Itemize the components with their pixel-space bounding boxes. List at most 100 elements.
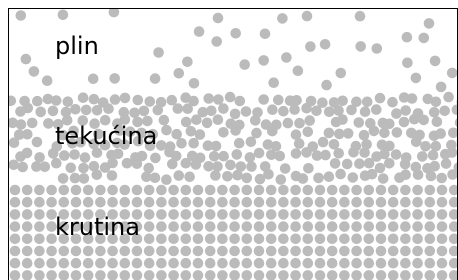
solid-particle	[34, 185, 45, 196]
liquid-particle	[384, 119, 395, 130]
solid-particle	[437, 209, 448, 220]
liquid-particle	[211, 141, 222, 152]
solid-particle	[364, 246, 375, 257]
gas-particle	[153, 47, 164, 58]
solid-particle	[217, 185, 228, 196]
liquid-particle	[304, 115, 315, 126]
solid-particle	[339, 246, 350, 257]
solid-particle	[327, 197, 338, 208]
liquid-particle	[48, 106, 59, 117]
solid-particle	[266, 258, 277, 269]
liquid-particle	[122, 158, 133, 169]
solid-particle	[22, 221, 33, 232]
solid-particle	[400, 258, 411, 269]
solid-particle	[303, 221, 314, 232]
gas-particle	[213, 13, 224, 24]
liquid-particle	[230, 125, 241, 136]
solid-particle	[59, 246, 70, 257]
gas-particle	[402, 58, 413, 69]
solid-particle	[144, 185, 155, 196]
liquid-particle	[294, 138, 305, 149]
liquid-particle	[432, 116, 443, 127]
solid-particle	[193, 246, 204, 257]
liquid-particle	[58, 173, 69, 184]
liquid-particle	[182, 103, 193, 114]
solid-particle	[315, 258, 326, 269]
solid-particle	[376, 246, 387, 257]
gas-particle	[189, 78, 200, 89]
gas-particle	[260, 29, 271, 40]
liquid-particle	[267, 104, 278, 115]
solid-particle	[303, 197, 314, 208]
solid-particle	[278, 185, 289, 196]
gas-particle	[281, 52, 292, 63]
solid-particle	[107, 258, 118, 269]
solid-particle	[290, 209, 301, 220]
solid-particle	[327, 209, 338, 220]
solid-particle	[254, 197, 265, 208]
solid-particle	[59, 258, 70, 269]
solid-particle	[193, 258, 204, 269]
liquid-particle	[375, 93, 386, 104]
liquid-particle	[337, 96, 348, 107]
liquid-particle	[120, 93, 131, 104]
gas-particle	[447, 68, 458, 79]
liquid-particle	[202, 118, 213, 129]
solid-particle	[388, 221, 399, 232]
solid-particle	[107, 197, 118, 208]
solid-particle	[168, 258, 179, 269]
solid-particle	[144, 234, 155, 245]
solid-particle	[168, 185, 179, 196]
solid-particle	[278, 221, 289, 232]
liquid-particle	[436, 173, 447, 184]
liquid-particle	[354, 117, 365, 128]
solid-particle	[229, 234, 240, 245]
liquid-particle	[303, 127, 314, 138]
liquid-particle	[435, 128, 446, 139]
solid-particle	[376, 197, 387, 208]
liquid-particle	[294, 118, 305, 129]
liquid-particle	[343, 128, 354, 139]
solid-particle	[34, 209, 45, 220]
liquid-particle	[242, 173, 253, 184]
gas-particle	[305, 41, 316, 52]
solid-particle	[400, 209, 411, 220]
gas-particle	[336, 68, 347, 79]
solid-particle	[278, 197, 289, 208]
liquid-particle	[333, 148, 344, 159]
gas-particle	[355, 11, 366, 22]
solid-particle	[364, 221, 375, 232]
liquid-particle	[22, 129, 33, 140]
gas-particle	[355, 41, 366, 52]
liquid-particle	[417, 151, 428, 162]
solid-particle	[315, 221, 326, 232]
solid-particle	[156, 246, 167, 257]
gas-particle	[21, 54, 32, 65]
liquid-particle	[235, 96, 246, 107]
liquid-particle	[59, 150, 70, 161]
liquid-particle	[66, 163, 77, 174]
gas-particle	[174, 68, 185, 79]
liquid-particle	[156, 140, 167, 151]
gas-particle	[230, 28, 241, 39]
solid-particle	[278, 209, 289, 220]
gas-particle	[277, 13, 288, 24]
gas-particle	[436, 82, 447, 93]
liquid-particle	[346, 105, 357, 116]
solid-particle	[412, 234, 423, 245]
liquid-particle	[362, 97, 373, 108]
solid-particle	[168, 197, 179, 208]
solid-particle	[437, 185, 448, 196]
solid-particle	[156, 221, 167, 232]
liquid-particle	[426, 171, 437, 182]
liquid-particle	[213, 114, 224, 125]
liquid-particle	[369, 126, 380, 137]
solid-particle	[10, 246, 21, 257]
liquid-particle	[225, 92, 236, 103]
solid-particle	[303, 258, 314, 269]
liquid-particle	[40, 162, 51, 173]
solid-particle	[22, 234, 33, 245]
solid-particle	[400, 197, 411, 208]
solid-particle	[339, 197, 350, 208]
liquid-particle	[8, 160, 19, 171]
